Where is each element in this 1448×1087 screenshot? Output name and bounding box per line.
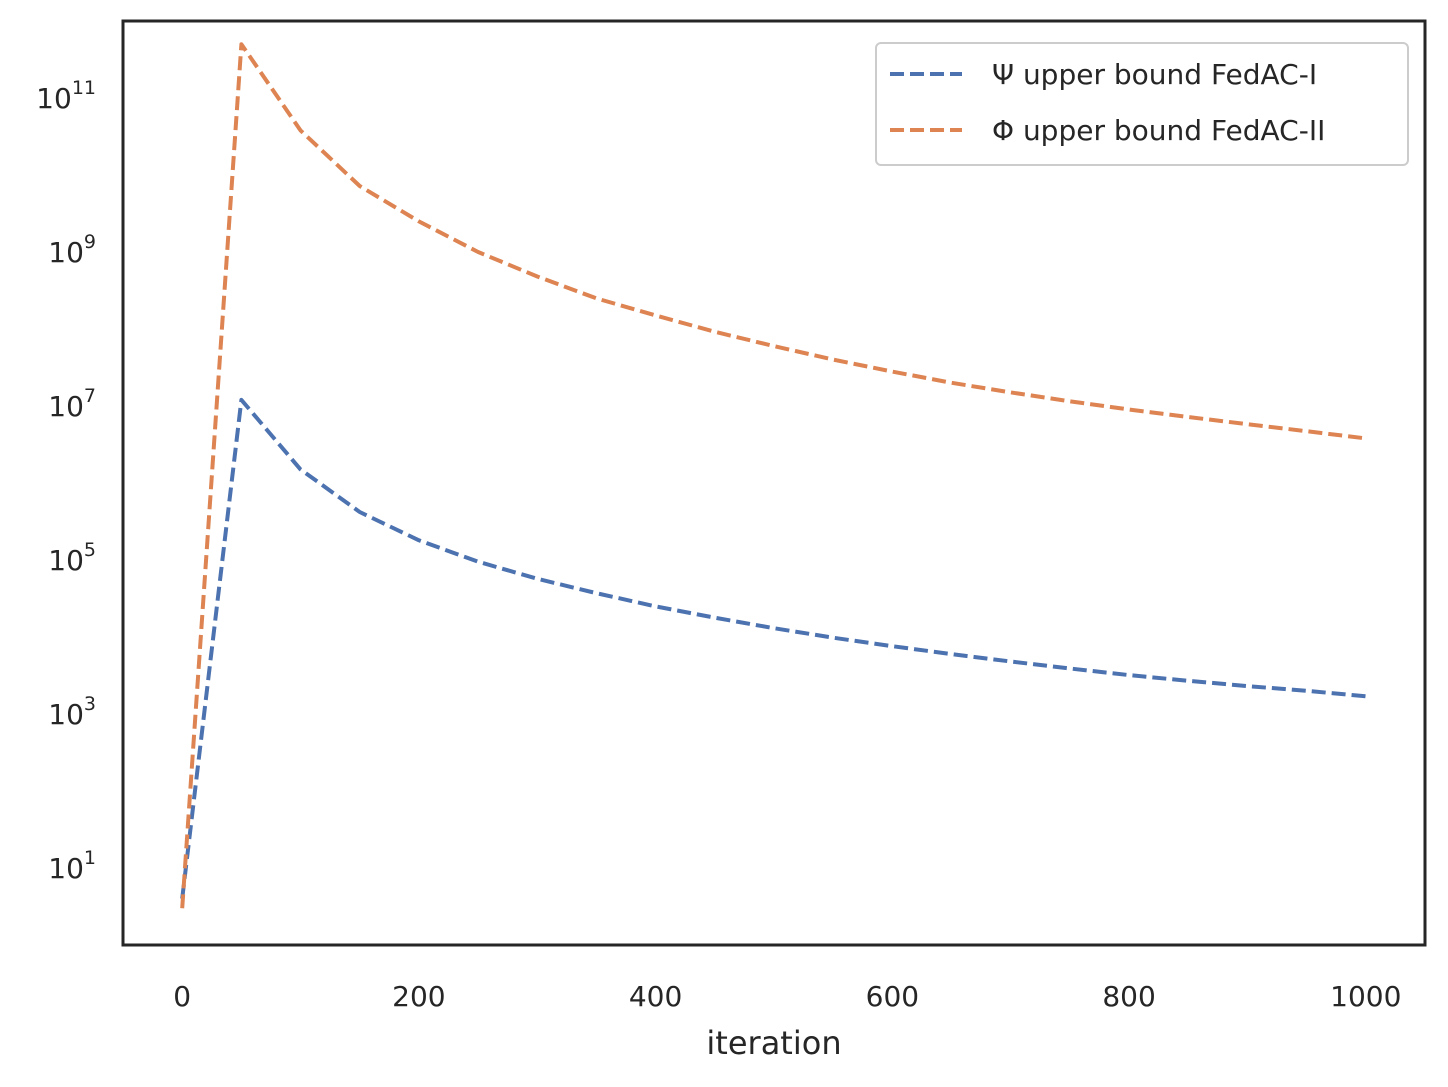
plot-background — [123, 21, 1425, 945]
x-axis-ticks: 0 200 400 600 800 1000 — [173, 980, 1401, 1013]
x-tick-label: 1000 — [1330, 980, 1401, 1013]
plot-frame — [121, 19, 1427, 947]
y-tick-label: 103 — [48, 693, 96, 731]
legend-label-phi-fedac-ii: Φ upper bound FedAC-II — [992, 114, 1325, 147]
x-tick-label: 0 — [173, 980, 191, 1013]
y-tick-exponent: 3 — [84, 693, 96, 715]
y-tick-base: 10 — [48, 544, 84, 577]
y-tick-base: 10 — [48, 236, 84, 269]
series-layer — [180, 42, 1367, 909]
y-tick-label: 105 — [48, 539, 96, 577]
y-tick-exponent: 1 — [84, 847, 96, 869]
legend-label-psi-fedac-i: Ψ upper bound FedAC-I — [992, 58, 1317, 91]
y-tick-exponent: 7 — [84, 385, 96, 407]
x-tick-label: 800 — [1102, 980, 1155, 1013]
y-tick-exponent: 5 — [84, 539, 96, 561]
y-tick-label: 109 — [48, 231, 96, 269]
y-tick-exponent: 11 — [72, 77, 96, 99]
y-tick-base: 10 — [48, 852, 84, 885]
x-tick-label: 600 — [866, 980, 919, 1013]
x-tick-label: 200 — [392, 980, 445, 1013]
x-tick-label: 400 — [629, 980, 682, 1013]
y-tick-label: 1011 — [36, 77, 96, 115]
y-tick-base: 10 — [36, 82, 72, 115]
y-tick-base: 10 — [48, 390, 84, 423]
y-tick-label: 107 — [48, 385, 96, 423]
legend-box — [875, 42, 1409, 166]
y-tick-label: 101 — [48, 847, 96, 885]
y-tick-exponent: 9 — [84, 231, 96, 253]
legend: Ψ upper bound FedAC-I Φ upper bound FedA… — [875, 42, 1409, 166]
series-line-psi-fedac-i — [180, 397, 1366, 899]
x-axis-label: iteration — [706, 1024, 841, 1062]
y-axis-ticks: 101 103 105 107 109 1011 — [36, 77, 96, 885]
y-tick-base: 10 — [48, 698, 84, 731]
